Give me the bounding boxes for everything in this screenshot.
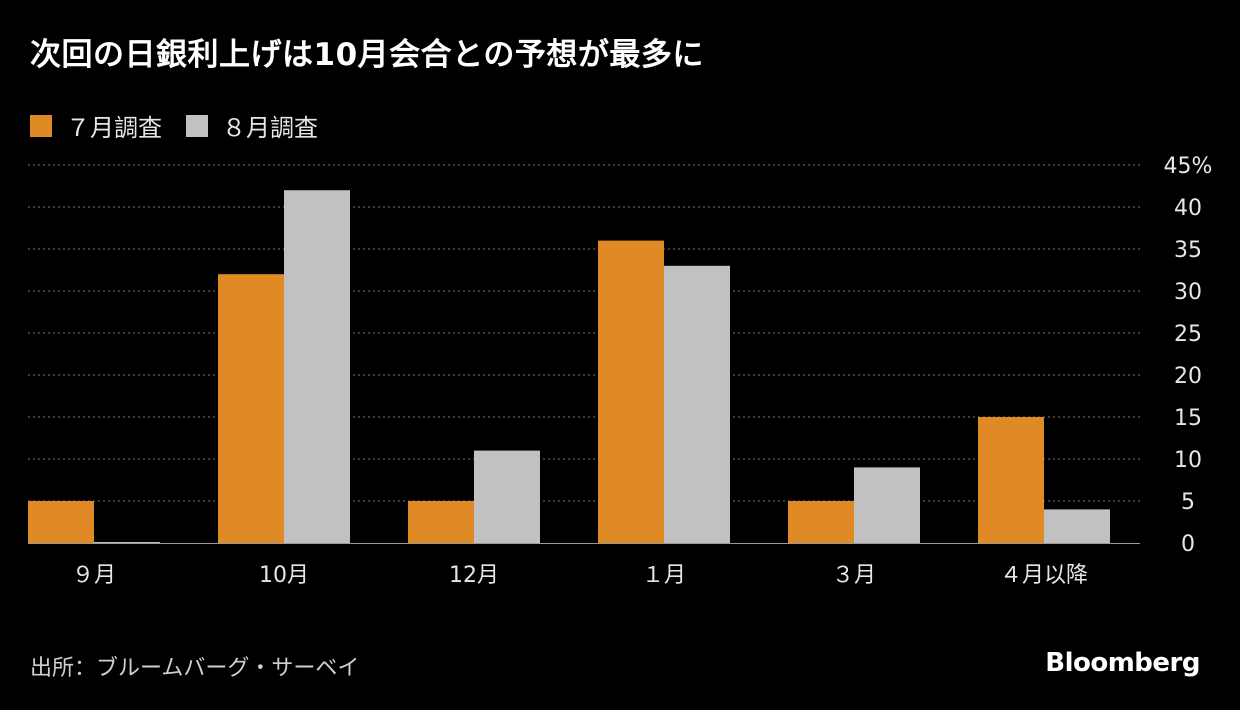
x-tick-label: １月 [642, 563, 686, 588]
legend-swatch-august [186, 114, 208, 137]
y-tick-label: 30 [1174, 280, 1202, 305]
bar-july-2 [408, 501, 474, 543]
x-tick-label: ３月 [832, 563, 876, 588]
x-tick-label: 12月 [449, 563, 499, 588]
x-tick-label: ４月以降 [1000, 563, 1088, 588]
bar-august-5 [1044, 509, 1110, 543]
legend: ７月調査 ８月調査 [30, 108, 342, 143]
bar-august-2 [474, 450, 540, 543]
y-tick-label: 40 [1174, 196, 1202, 221]
bar-july-1 [218, 274, 284, 543]
legend-label-july: ７月調査 [66, 114, 162, 142]
bar-july-4 [788, 501, 854, 543]
bar-july-3 [598, 240, 664, 543]
grid-lines [28, 164, 1140, 502]
bar-july-5 [978, 417, 1044, 543]
y-tick-label: 20 [1174, 364, 1202, 389]
x-tick-label: ９月 [72, 563, 116, 588]
x-tick-label: 10月 [259, 563, 309, 588]
legend-swatch-july [30, 114, 52, 137]
bloomberg-logo: Bloomberg [1045, 648, 1200, 678]
bar-july-0 [28, 501, 94, 543]
axes: 0 5 10 15 20 25 30 35 40 45% ９月 10月 12月 １月 ３月 ４月以降 [28, 154, 1212, 588]
y-tick-label: 35 [1174, 238, 1202, 263]
source-note: 出所：ブルームバーグ・サーベイ [30, 656, 360, 681]
legend-item-august: ８月調査 [186, 108, 318, 143]
bar-august-4 [854, 467, 920, 543]
y-tick-label: 5 [1181, 490, 1195, 515]
y-tick-label: 15 [1174, 406, 1202, 431]
y-tick-label: 45% [1164, 154, 1213, 179]
chart-title: 次回の日銀利上げは10月会合との予想が最多に [30, 37, 704, 73]
bars [28, 190, 1110, 544]
y-tick-label: 25 [1174, 322, 1202, 347]
bar-august-3 [664, 265, 730, 543]
legend-label-august: ８月調査 [222, 114, 318, 142]
legend-item-july: ７月調査 [30, 108, 162, 143]
y-tick-label: 10 [1174, 448, 1202, 473]
bar-august-1 [284, 190, 350, 543]
y-tick-label: 0 [1181, 532, 1195, 557]
